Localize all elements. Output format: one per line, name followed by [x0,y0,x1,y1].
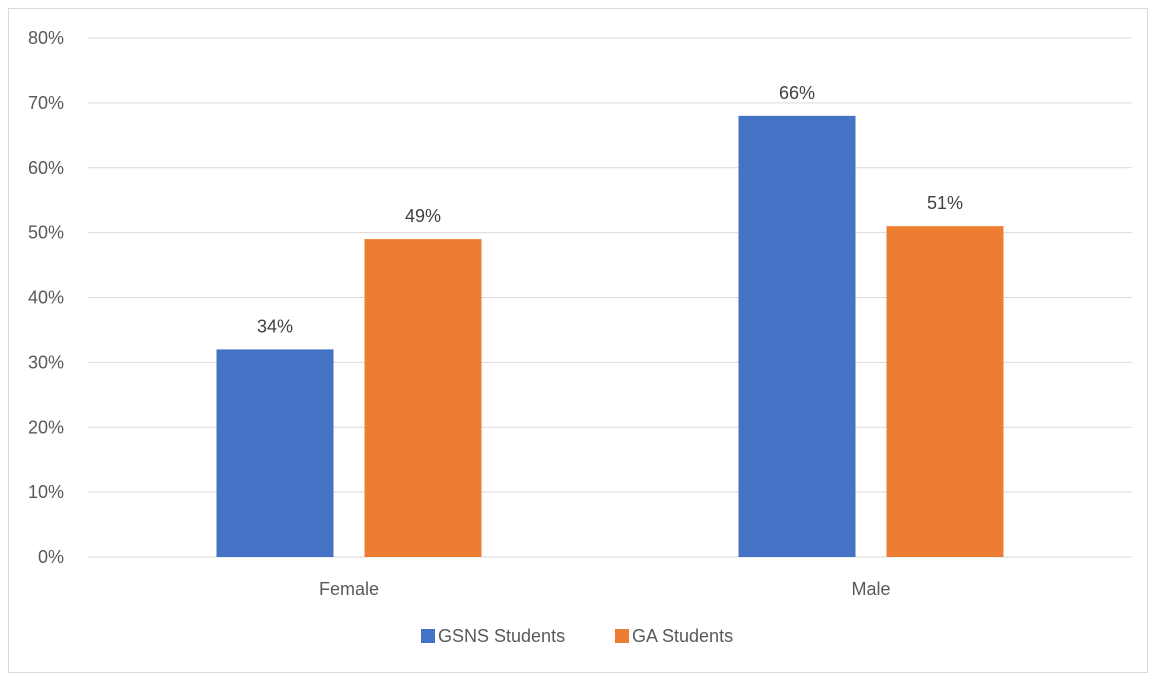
y-tick-label: 60% [28,158,64,178]
bar-ga-students-male [886,226,1004,557]
data-label: 34% [257,316,293,336]
y-tick-label: 80% [28,28,64,48]
data-label: 51% [927,193,963,213]
legend-label: GA Students [632,626,733,646]
bar-ga-students-female [364,239,482,558]
x-category-label: Male [851,579,890,599]
y-tick-label: 0% [38,547,64,567]
y-tick-label: 40% [28,288,64,308]
legend-label: GSNS Students [438,626,565,646]
y-tick-label: 10% [28,482,64,502]
y-tick-label: 50% [28,223,64,243]
y-tick-label: 30% [28,352,64,372]
bar-gsns-students-male [738,115,856,557]
y-tick-label: 70% [28,93,64,113]
x-category-label: Female [319,579,379,599]
bar-gsns-students-female [216,349,334,557]
y-tick-label: 20% [28,417,64,437]
data-label: 49% [405,206,441,226]
legend-swatch [615,629,629,643]
legend-swatch [421,629,435,643]
data-label: 66% [779,83,815,103]
